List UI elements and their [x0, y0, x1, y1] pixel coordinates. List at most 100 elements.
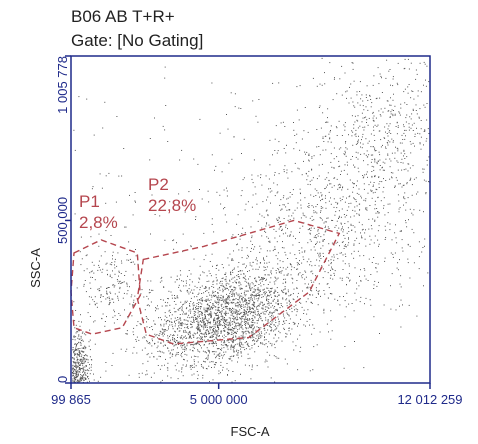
data-point [204, 341, 206, 342]
data-point [357, 120, 359, 122]
data-point [272, 82, 274, 84]
data-point [421, 251, 423, 253]
data-point [77, 365, 79, 367]
data-point [426, 159, 428, 161]
data-point [312, 369, 314, 371]
data-point [284, 322, 286, 324]
data-point [206, 290, 208, 292]
data-point [306, 179, 308, 181]
data-point [269, 316, 271, 318]
data-point [316, 190, 318, 192]
data-point [239, 295, 241, 297]
data-point [206, 304, 208, 306]
data-point [223, 324, 225, 326]
data-point [236, 330, 238, 332]
data-point [157, 351, 159, 352]
data-point [253, 336, 255, 338]
data-point [330, 293, 332, 295]
data-point [200, 339, 202, 341]
data-point [304, 151, 306, 153]
data-point [153, 372, 155, 374]
data-point [109, 274, 111, 276]
data-point [241, 298, 242, 300]
data-point [238, 304, 240, 305]
data-point [293, 349, 295, 351]
data-point [366, 150, 368, 152]
data-point [176, 352, 178, 354]
data-point [151, 326, 153, 327]
data-point [247, 319, 249, 321]
data-point [258, 276, 260, 278]
data-point [337, 188, 339, 190]
data-point [343, 153, 345, 155]
data-point [158, 317, 159, 319]
data-point [201, 338, 203, 339]
data-point [228, 289, 230, 291]
data-point [259, 262, 261, 264]
data-point [360, 195, 362, 197]
data-point [180, 354, 182, 356]
data-point [86, 268, 88, 270]
data-point [206, 281, 208, 282]
data-point [82, 364, 84, 366]
data-point [251, 178, 253, 180]
data-point [205, 254, 207, 256]
data-point [196, 303, 198, 304]
data-point [124, 275, 126, 276]
data-point [260, 174, 262, 176]
data-point [82, 363, 83, 364]
data-point [336, 253, 338, 255]
data-point [213, 339, 215, 340]
data-point [210, 307, 212, 308]
data-point [257, 292, 259, 294]
data-point [205, 333, 207, 335]
data-point [168, 328, 169, 330]
data-point [176, 362, 178, 364]
data-point [348, 134, 349, 136]
data-point [190, 245, 192, 247]
data-point [377, 212, 379, 214]
data-point [127, 317, 129, 319]
data-point [307, 286, 309, 288]
data-point [353, 215, 355, 217]
data-point [347, 221, 349, 223]
data-point [172, 349, 174, 351]
data-point [164, 329, 166, 331]
data-point [216, 296, 218, 298]
data-point [379, 154, 381, 156]
data-point [172, 328, 174, 330]
data-point [78, 330, 80, 332]
data-point [244, 313, 246, 315]
data-point [350, 83, 352, 85]
data-point [223, 286, 225, 288]
data-point [331, 186, 333, 188]
data-point [328, 191, 330, 193]
data-point [380, 139, 382, 141]
data-point [163, 323, 165, 325]
data-point [266, 255, 268, 257]
data-point [72, 380, 74, 382]
data-point [78, 374, 79, 376]
data-point [247, 330, 249, 332]
data-point [247, 353, 249, 355]
data-point [287, 273, 289, 275]
data-point [252, 334, 254, 336]
data-point [278, 320, 280, 322]
data-point [205, 331, 207, 333]
data-point [174, 331, 176, 333]
data-point [114, 258, 116, 260]
data-point [408, 68, 410, 70]
data-point [308, 258, 310, 260]
data-point [157, 305, 158, 307]
data-point [371, 197, 373, 199]
data-point [249, 288, 251, 290]
data-point [354, 183, 355, 185]
data-point [345, 141, 347, 142]
data-point [144, 347, 146, 349]
data-point [394, 185, 396, 187]
data-point [138, 339, 140, 341]
data-point [227, 296, 229, 298]
data-point [189, 303, 191, 305]
data-point [245, 300, 247, 302]
data-point [347, 244, 349, 246]
